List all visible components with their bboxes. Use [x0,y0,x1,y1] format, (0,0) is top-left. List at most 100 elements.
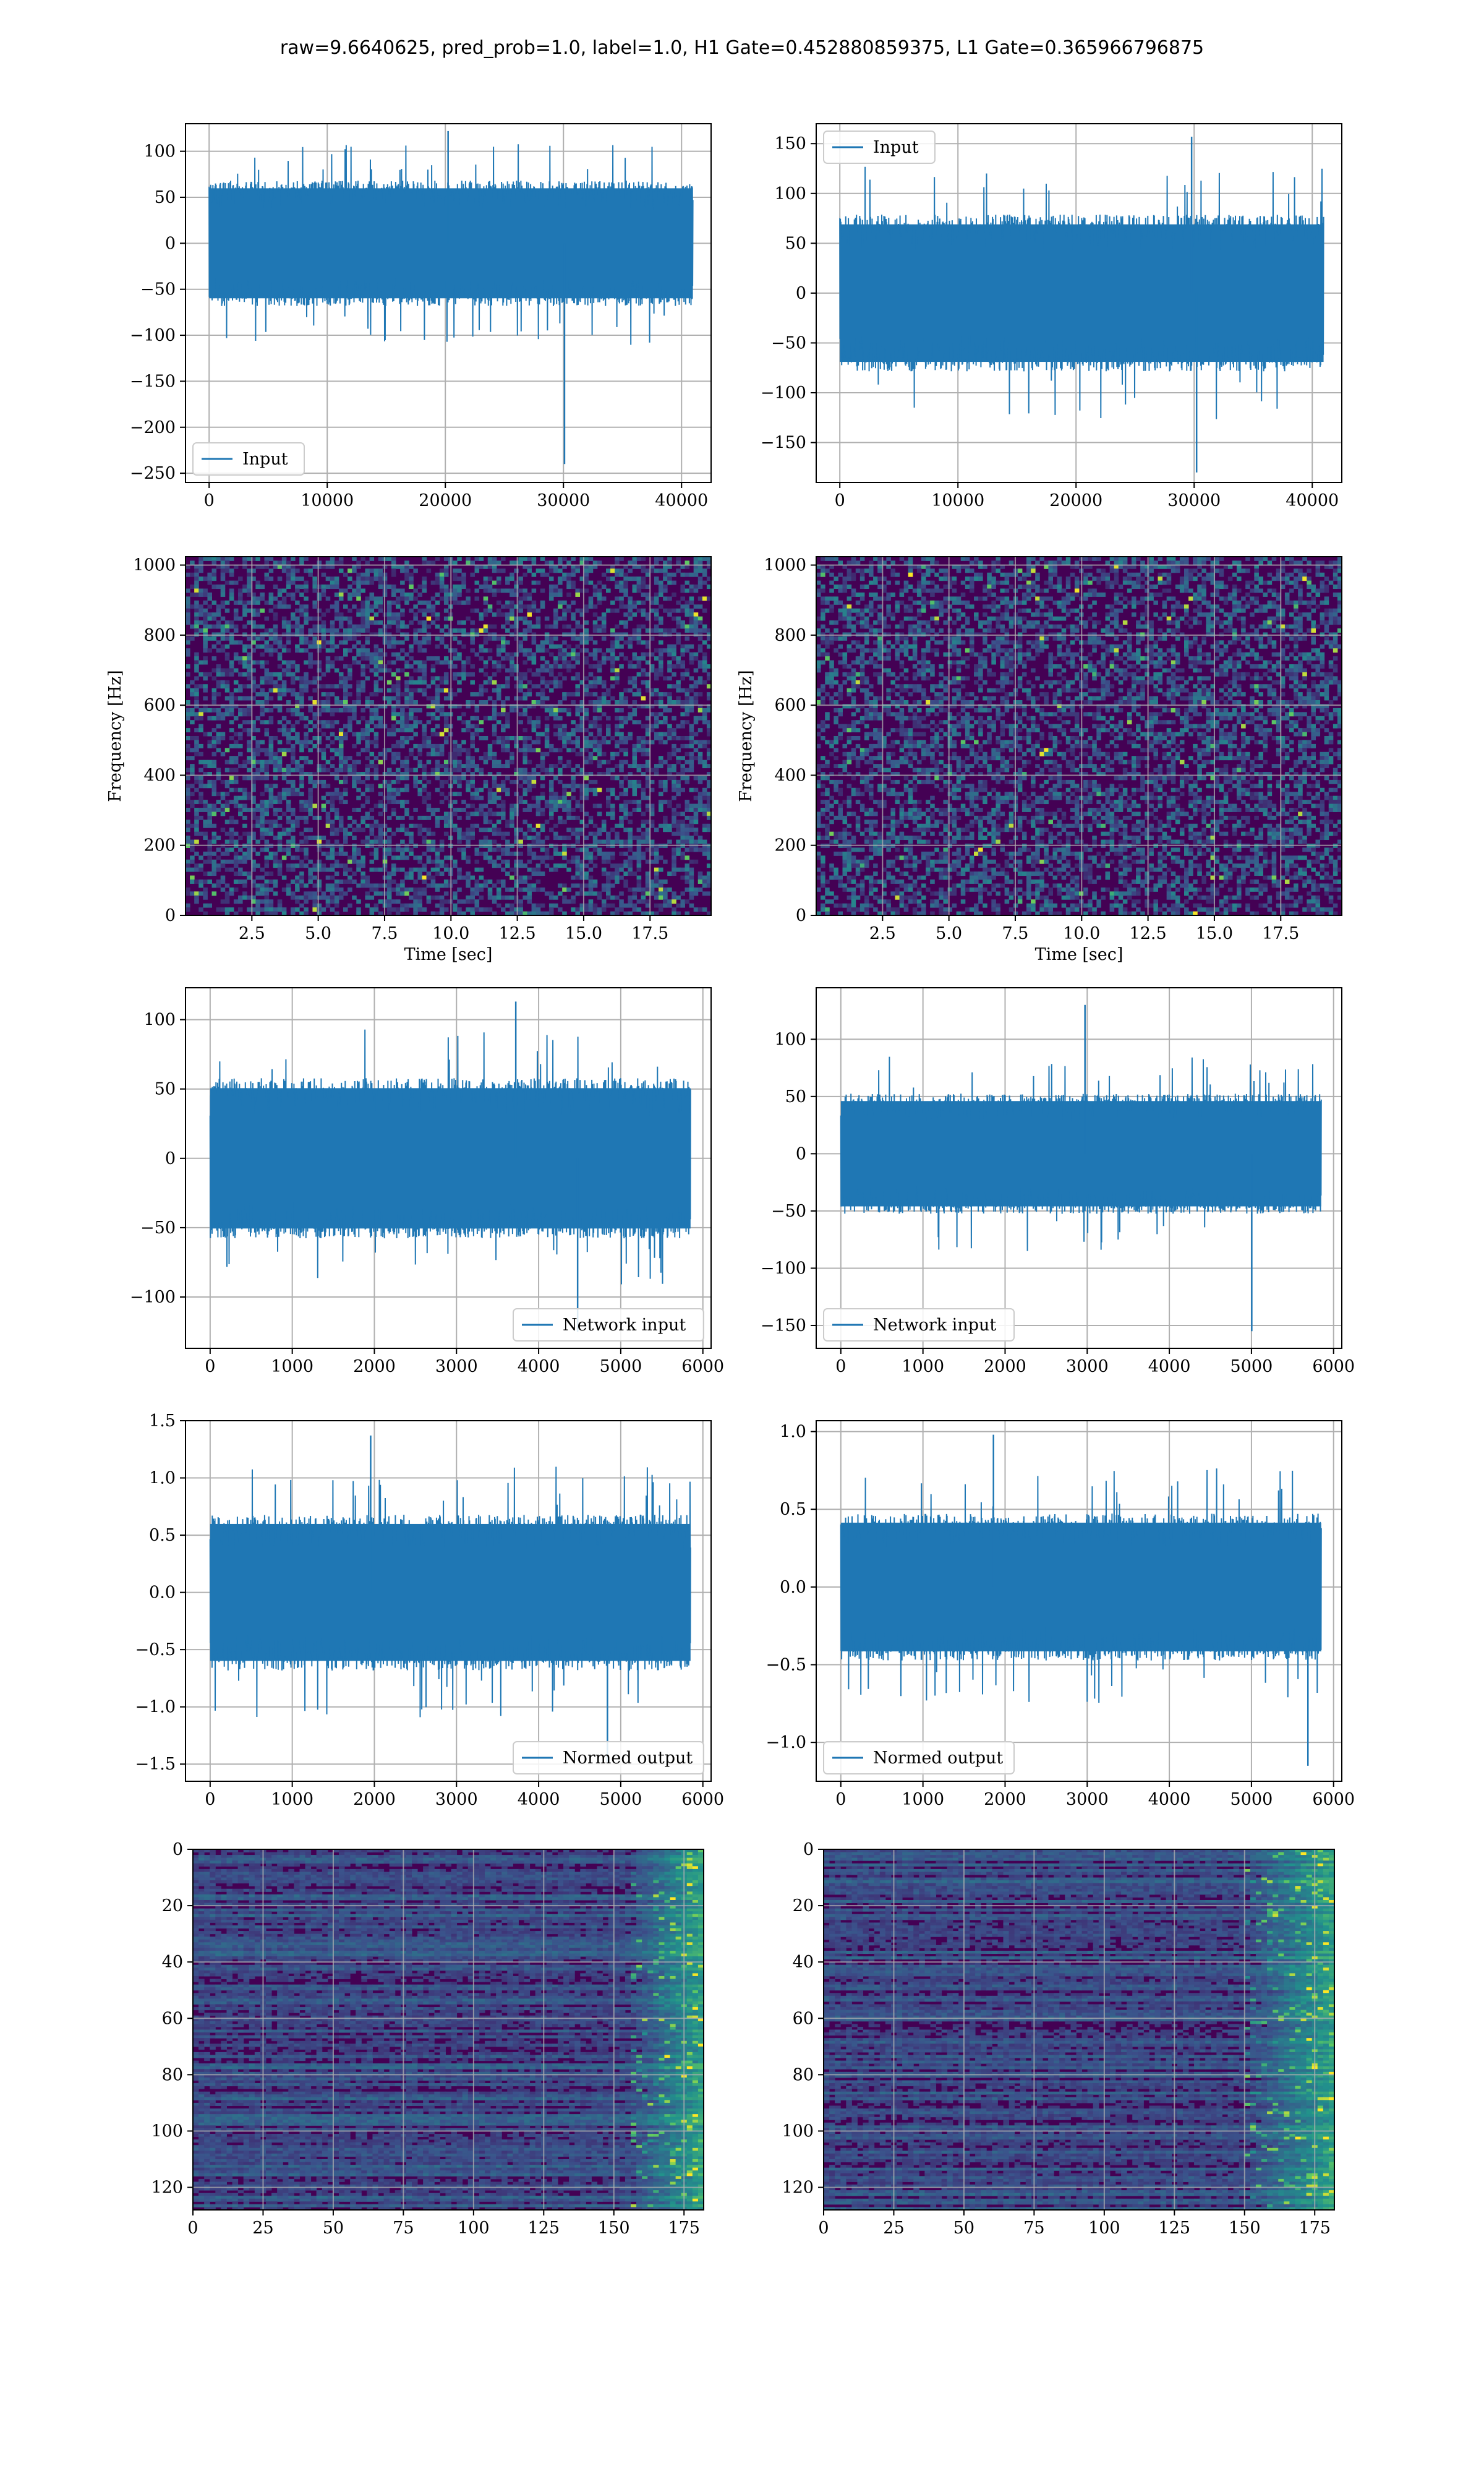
spectrogram-cell [443,624,449,629]
spectrogram-cell [514,628,519,633]
spectrogram-cell [558,800,563,805]
spectrogram-cell [483,588,488,593]
spectrogram-cell [207,803,212,808]
spectrogram-cell [470,732,475,737]
spectrogram-cell [224,704,230,709]
spectrogram-cell [369,593,375,597]
spectrogram-cell [540,756,545,761]
spectrogram-cell [706,795,711,800]
spectrogram-cell [615,636,620,641]
spectrogram-cell [268,871,274,876]
spectrogram-cell [378,688,383,693]
spectrogram-cell [273,612,278,617]
spectrogram-cell [601,656,607,661]
spectrogram-cell [220,851,226,856]
spectrogram-cell [186,664,190,669]
spectrogram-cell [684,688,690,693]
spectrogram-cell [400,855,405,860]
spectrogram-cell [615,875,620,880]
spectrogram-cell [654,764,659,769]
spectrogram-cell [273,680,278,685]
spectrogram-cell [317,644,322,649]
spectrogram-cell [553,847,558,852]
spectrogram-cell [391,831,396,836]
spectrogram-cell [453,560,458,565]
spectrogram-cell [505,887,510,892]
y-tick-label: 100 [774,184,806,203]
spectrogram-cell [457,593,462,597]
spectrogram-cell [684,839,690,844]
spectrogram-cell [396,564,401,569]
spectrogram-cell [540,664,545,669]
spectrogram-cell [378,628,383,633]
spectrogram-cell [457,656,462,661]
spectrogram-cell [435,700,440,704]
spectrogram-cell [404,875,409,880]
spectrogram-cell [641,624,646,629]
spectrogram-cell [592,560,598,565]
spectrogram-cell [435,624,440,629]
spectrogram-cell [317,668,322,673]
spectrogram-cell [273,640,278,645]
spectrogram-cell [487,751,493,756]
spectrogram-cell [680,720,685,725]
spectrogram-cell [255,624,260,629]
spectrogram-cell [334,871,339,876]
spectrogram-cell [571,648,576,653]
spectrogram-cell [510,760,514,764]
spectrogram-cell [365,652,370,657]
spectrogram-cell [461,600,466,605]
spectrogram-cell [330,820,335,824]
spectrogram-cell [659,883,663,888]
spectrogram-cell [606,692,611,697]
spectrogram-cell [409,620,414,625]
spectrogram-cell [470,608,475,613]
spectrogram-cell [514,624,519,629]
x-tick-label: 20000 [419,491,472,510]
spectrogram-cell [260,688,265,693]
spectrogram-cell [251,720,256,725]
spectrogram-cell [684,700,690,704]
spectrogram-cell [352,660,357,665]
spectrogram-cell [659,855,663,860]
spectrogram-cell [273,624,278,629]
spectrogram-cell [676,851,681,856]
spectrogram-cell [251,660,256,665]
spectrogram-cell [360,684,365,689]
spectrogram-cell [338,828,344,833]
spectrogram-cell [338,823,344,828]
spectrogram-cell [356,847,361,852]
spectrogram-cell [623,800,628,805]
spectrogram-cell [286,883,291,888]
spectrogram-cell [588,779,594,784]
spectrogram-cell [645,768,650,773]
spectrogram-cell [501,740,506,745]
spectrogram-cell [352,656,357,661]
spectrogram-cell [325,875,331,880]
spectrogram-cell [684,648,690,653]
spectrogram-cell [693,564,699,569]
spectrogram-cell [522,708,527,713]
spectrogram-cell [242,871,247,876]
spectrogram-cell [623,584,628,589]
spectrogram-cell [194,608,199,613]
spectrogram-cell [396,883,401,888]
spectrogram-cell [597,728,602,733]
spectrogram-cell [216,732,221,737]
spectrogram-cell [400,887,405,892]
spectrogram-cell [579,716,585,721]
spectrogram-cell [505,724,510,729]
spectrogram-cell [186,776,190,781]
spectrogram-cell [702,803,707,808]
spectrogram-cell [396,656,401,661]
spectrogram-cell [474,716,480,721]
spectrogram-cell [667,756,672,761]
spectrogram-cell [680,660,685,665]
spectrogram-cell [684,636,690,641]
spectrogram-cell [396,743,401,748]
spectrogram-cell [649,636,655,641]
spectrogram-cell [343,696,348,701]
spectrogram-cell [251,648,256,653]
spectrogram-cell [496,712,501,717]
spectrogram-cell [676,756,681,761]
